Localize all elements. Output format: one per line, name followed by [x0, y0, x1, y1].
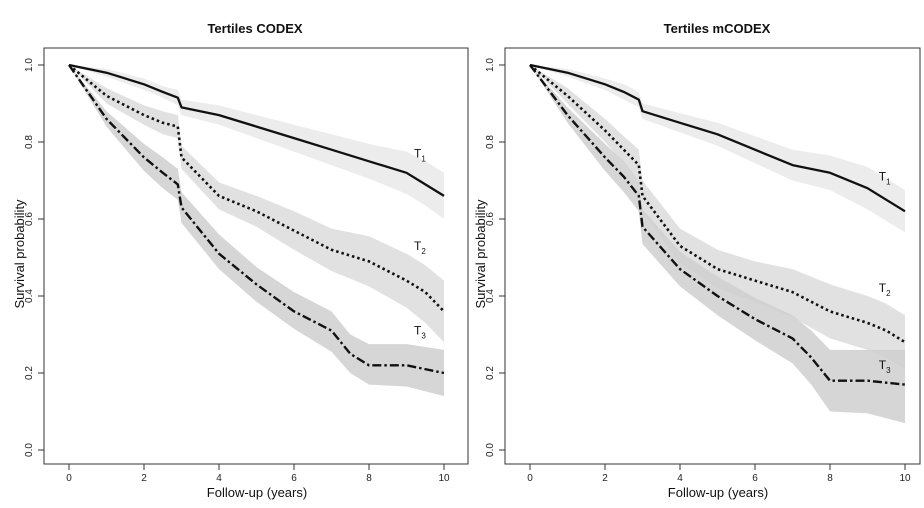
y-tick-label: 1.0	[485, 58, 496, 72]
y-tick-label: 0.8	[24, 135, 35, 149]
survival-curve-t1	[529, 63, 906, 213]
confidence-band-t3	[530, 65, 905, 424]
y-tick-label: 1.0	[24, 58, 35, 72]
y-axis-title: Survival probability	[12, 199, 27, 309]
y-tick-label: 0.8	[485, 135, 496, 149]
y-tick-label: 0.0	[24, 443, 35, 457]
y-axis-title: Survival probability	[473, 199, 488, 309]
curve-label-t2: T2	[879, 281, 891, 298]
confidence-band-t3	[69, 65, 444, 397]
x-tick-label: 2	[141, 473, 147, 484]
x-tick-label: 4	[677, 473, 683, 484]
x-tick-label: 0	[527, 473, 533, 484]
curve-label-t1: T1	[414, 146, 426, 163]
confidence-band-t2	[69, 65, 444, 343]
curve-label-t3: T3	[414, 324, 426, 341]
survival-curve-t3	[68, 64, 445, 375]
survival-curve-t3	[529, 64, 906, 386]
panel-codex: Tertiles CODEX Follow-up (years) Surviva…	[12, 21, 469, 500]
y-tick-label: 0.6	[485, 212, 496, 226]
x-tick-label: 10	[899, 473, 911, 484]
x-tick-label: 6	[291, 473, 297, 484]
y-tick-label: 0.4	[24, 289, 35, 303]
survival-curve-t1	[68, 63, 445, 197]
x-tick-label: 10	[438, 473, 450, 484]
x-tick-label: 4	[216, 473, 222, 484]
y-tick-label: 0.2	[485, 366, 496, 380]
x-axis-title: Follow-up (years)	[668, 485, 768, 500]
plot-frame	[504, 47, 921, 465]
curve-label-t1: T1	[879, 170, 891, 187]
panel-title: Tertiles mCODEX	[664, 21, 771, 36]
x-tick-label: 2	[602, 473, 608, 484]
x-tick-label: 8	[366, 473, 372, 484]
y-tick-label: 0.2	[24, 366, 35, 380]
x-tick-label: 8	[827, 473, 833, 484]
y-tick-label: 0.4	[485, 289, 496, 303]
curve-label-t3: T3	[879, 358, 891, 375]
y-tick-label: 0.6	[24, 212, 35, 226]
panel-mcodex: Tertiles mCODEX Follow-up (years) Surviv…	[473, 21, 921, 500]
survival-curve-t2	[68, 63, 445, 313]
confidence-band-t2	[530, 65, 905, 370]
curve-label-t2: T2	[414, 239, 426, 256]
panel-title: Tertiles CODEX	[207, 21, 302, 36]
x-tick-label: 0	[66, 473, 72, 484]
plot-frame	[43, 47, 469, 465]
y-tick-label: 0.0	[485, 443, 496, 457]
x-tick-label: 6	[752, 473, 758, 484]
confidence-band-t1	[530, 65, 905, 233]
x-axis-title: Follow-up (years)	[207, 485, 307, 500]
